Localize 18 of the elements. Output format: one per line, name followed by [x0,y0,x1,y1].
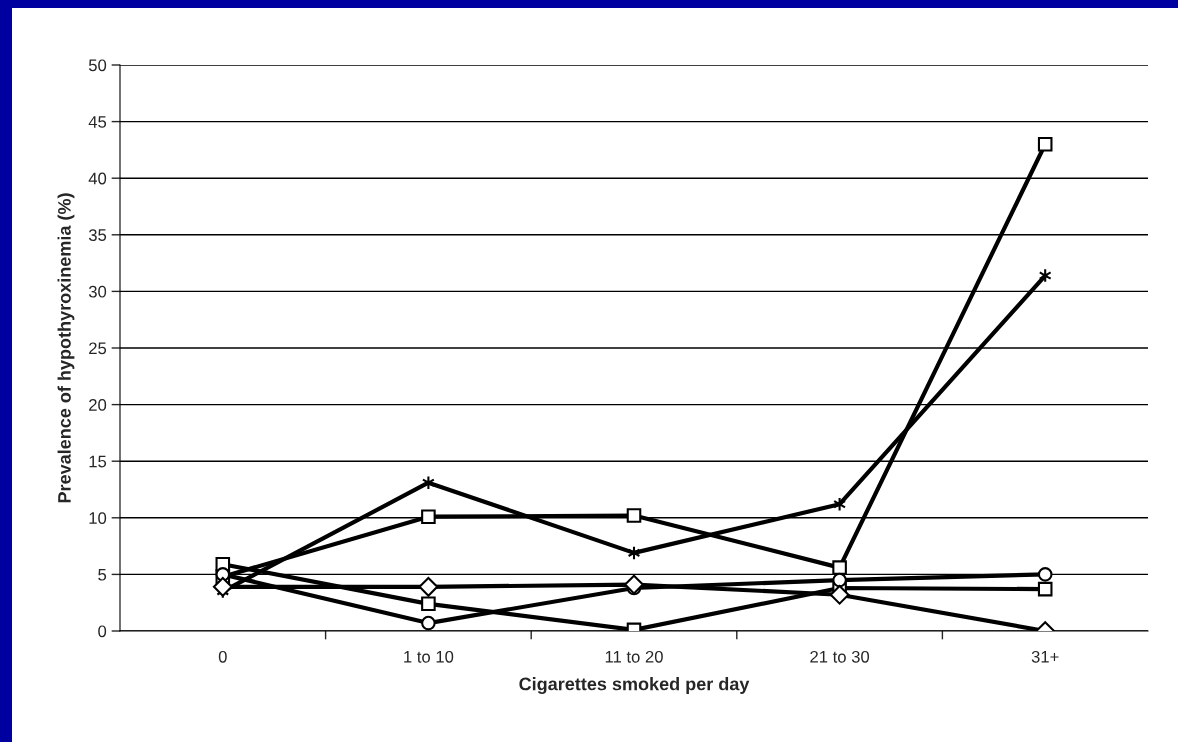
y-tick-label: 25 [89,342,107,355]
y-tick-label: 15 [89,455,107,468]
x-tick-label: 31+ [1031,650,1059,663]
x-tick-label: 21 to 30 [810,650,870,663]
y-tick-label: 0 [98,625,107,638]
y-tick-label: 10 [89,512,107,524]
x-tick-label: 1 to 10 [404,650,454,663]
y-tick-label: 40 [88,172,107,185]
y-tick-label: 50 [88,59,107,72]
y-tick-label: 30 [88,285,107,298]
y-tick-label: 20 [89,399,107,411]
x-axis-title: Cigarettes smoked per day [519,677,750,694]
y-tick-label: 45 [88,116,107,128]
y-axis-title: Prevalence of hypothyroxinemia (%) [57,193,75,503]
x-tick-label: 0 [218,650,227,663]
y-tick-label: 5 [98,568,107,581]
x-tick-label: 11 to 20 [605,650,663,663]
y-tick-label: 35 [88,229,107,241]
